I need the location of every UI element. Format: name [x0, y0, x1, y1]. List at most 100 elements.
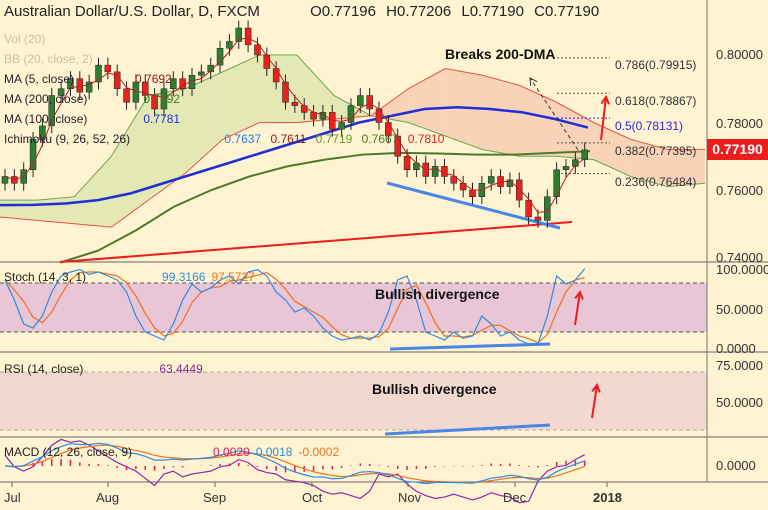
- candle-body: [263, 54, 271, 69]
- stoch-band: [0, 283, 707, 332]
- candle-body: [113, 71, 121, 89]
- rsi-band: [0, 372, 707, 430]
- ichimoku-value: 0.7810: [407, 132, 445, 146]
- ichimoku-cloud-segment: [445, 68, 483, 150]
- price-tick: 0.74000: [716, 250, 763, 265]
- high-value: H0.77206: [386, 3, 452, 20]
- candle-body: [516, 179, 523, 201]
- candle-body: [198, 71, 205, 76]
- legend-ma100[interactable]: MA (100, close) 0.7781: [4, 112, 186, 126]
- candle-body: [450, 176, 458, 184]
- chart-title: Australian Dollar/U.S. Dollar, D, FXCM: [4, 3, 260, 20]
- candle-body: [403, 156, 411, 170]
- candle-body: [160, 88, 168, 110]
- close-value: C0.77190: [534, 3, 600, 20]
- ichimoku-cloud-segment: [667, 149, 705, 187]
- candle-body: [272, 68, 280, 83]
- bullish-arrow-icon-head: [574, 289, 584, 300]
- rsi-divergence-line: [384, 423, 551, 436]
- macd-label: MACD (12, 26, close, 9): [4, 445, 133, 459]
- ma100-line: [59, 150, 591, 264]
- candle-body: [104, 64, 112, 73]
- ichimoku-cloud-segment: [630, 139, 668, 187]
- macd-signal-value: -0.0002: [298, 445, 340, 459]
- bullish-arrow-icon: [591, 384, 598, 419]
- bb-label: BB (20, close, 2): [4, 52, 93, 66]
- bullish-arrow-icon: [600, 96, 607, 141]
- candle-body: [67, 78, 74, 89]
- legend-ma5[interactable]: MA (5, close) 0.7692: [4, 72, 178, 86]
- legend-macd[interactable]: MACD (12, 26, close, 9) 0.0020 0.0018 -0.00…: [4, 445, 345, 459]
- bullish-arrow-icon-head: [591, 382, 601, 393]
- ichimoku-cloud-segment: [408, 68, 446, 136]
- breaks-200dma-annotation: Breaks 200-DMA: [445, 46, 556, 62]
- candle-body: [123, 88, 130, 103]
- candle-body: [375, 108, 383, 123]
- vol-label: Vol (20): [4, 32, 46, 46]
- ichimoku-cloud-segment: [259, 55, 297, 123]
- time-tick: Aug: [96, 490, 120, 505]
- ichimoku-cloud-segment: [222, 55, 260, 140]
- candle-body: [226, 41, 233, 49]
- time-tick: Nov: [398, 490, 422, 505]
- ichimoku-cloud-segment: [148, 88, 186, 201]
- candle-body: [85, 81, 93, 93]
- time-tick: Oct: [302, 490, 323, 505]
- stoch-tick: 50.0000: [716, 302, 763, 317]
- rsi-label: RSI (14, close): [4, 362, 84, 376]
- macd-tick: 0.0000: [716, 458, 756, 473]
- candle-body: [347, 105, 355, 123]
- rsi-divergence-annotation: Bullish divergence: [372, 381, 497, 397]
- legend-ichimoku[interactable]: Ichimoku (9, 26, 52, 26) 0.7637 0.7611 0…: [4, 132, 450, 146]
- open-value: O0.77196: [310, 3, 376, 20]
- legend-rsi[interactable]: RSI (14, close) 63.4449: [4, 362, 209, 376]
- ichimoku-value: 0.7637: [224, 132, 262, 146]
- candle-body: [534, 216, 542, 221]
- legend-vol[interactable]: Vol (20): [4, 32, 51, 46]
- candle-body: [394, 135, 401, 157]
- ichimoku-cloud-segment: [519, 85, 557, 157]
- candle-body: [142, 81, 149, 96]
- rsi-tick: 75.0000: [716, 358, 763, 373]
- ma200-label: MA (200, close): [4, 92, 88, 106]
- price-tick: 0.78000: [716, 116, 763, 131]
- low-value: L0.77190: [461, 3, 524, 20]
- fib-label: 0.382(0.77395): [615, 144, 697, 158]
- legend-bb[interactable]: BB (20, close, 2): [4, 52, 99, 66]
- ma200-value: 0.7692: [143, 92, 181, 106]
- candle-body: [282, 81, 289, 103]
- candle-body: [254, 44, 261, 56]
- fib-label: 0.618(0.78867): [615, 94, 697, 108]
- legend-ma200[interactable]: MA (200, close) 0.7692: [4, 92, 186, 106]
- candle-body: [357, 95, 364, 106]
- breakout-path-arrow-icon: [529, 77, 579, 151]
- price-tick: 0.76000: [716, 183, 763, 198]
- stoch-k-value: 99.3166: [162, 270, 206, 284]
- ichimoku-cloud-segment: [593, 122, 631, 177]
- last-price-label: 0.77190: [707, 139, 768, 160]
- candle-body: [95, 64, 102, 83]
- candle-body: [57, 88, 65, 96]
- candle-body: [170, 78, 177, 89]
- fib-label: 0.236(0.76484): [615, 175, 697, 189]
- candle-body: [562, 166, 570, 170]
- fib-label: 0.5(0.78131): [615, 119, 684, 133]
- candle-body: [581, 149, 588, 160]
- stoch-divergence-line: [389, 342, 551, 351]
- candle-body: [338, 122, 345, 130]
- candle-body: [48, 95, 55, 127]
- rsi-value: 63.4449: [159, 362, 203, 376]
- fib-label: 0.786(0.79915): [615, 58, 697, 72]
- legend-stoch[interactable]: Stoch (14, 3, 1) 99.3166 97.5727: [4, 270, 261, 284]
- ma5-value: 0.7692: [135, 72, 172, 86]
- ma100-value: 0.7781: [143, 112, 181, 126]
- bullish-arrow-icon: [574, 291, 581, 326]
- ma200-line: [0, 106, 589, 207]
- macd-signal-line: [4, 444, 585, 484]
- candle-body: [216, 48, 224, 66]
- candle-body: [244, 27, 252, 46]
- ichimoku-cloud-segment: [482, 75, 520, 157]
- ichimoku-label: Ichimoku (9, 26, 52, 26): [4, 132, 131, 146]
